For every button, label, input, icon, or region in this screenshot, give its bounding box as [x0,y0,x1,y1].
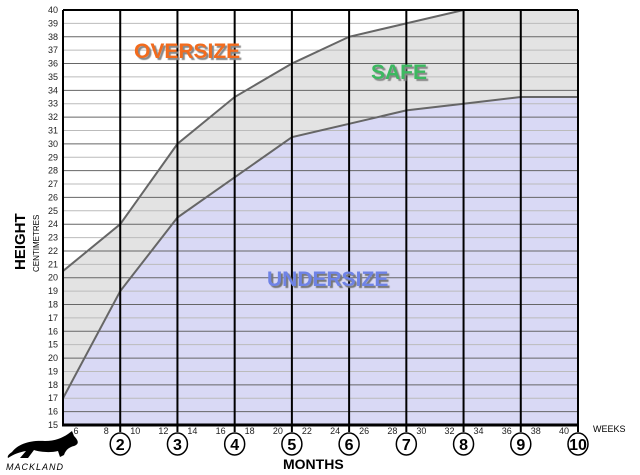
month-tick-label: 6 [345,437,354,454]
month-circle [166,432,189,456]
week-tick-label: 24 [330,426,340,436]
week-tick-label: 40 [559,426,569,436]
week-tick-label: 10 [130,426,140,436]
month-circle [109,432,131,456]
y-tick-label: 35 [48,72,58,82]
y-tick-label: 18 [48,300,58,310]
y-tick-label: 15 [48,340,58,350]
zone-label-undersize: UNDERSIZE [267,268,388,291]
y-tick-label: 24 [48,219,58,229]
week-tick-label: 20 [273,426,283,436]
y-tick-label: 26 [48,192,58,202]
month-circle [338,432,360,456]
y-tick-label: 33 [48,99,58,109]
y-tick-label: 21 [48,259,58,269]
y-tick-label: 40 [48,5,58,15]
week-tick-label: 26 [359,426,369,436]
y-tick-label: 19 [48,366,58,376]
y-tick-label: 16 [48,407,58,417]
month-tick-label: 3 [173,437,182,454]
y-axis-title: HEIGHT [12,213,29,270]
month-tick-label: 7 [402,437,411,454]
month-circle [510,432,532,456]
week-tick-label: 34 [474,426,484,436]
week-tick-label: 12 [158,426,168,436]
y-tick-label: 28 [48,166,58,176]
month-circle [223,432,246,456]
week-tick-label: 16 [216,426,226,436]
y-tick-label: 22 [48,246,58,256]
month-tick-label: 2 [116,437,125,454]
y-tick-label: 37 [48,45,58,55]
y-tick-label: 18 [48,380,58,390]
month-circle [452,432,475,456]
y-tick-label: 32 [48,112,58,122]
y-axis-unit: CENTIMETRES [32,215,41,272]
dog-silhouette-icon [7,431,78,458]
month-tick-label: 4 [230,437,239,454]
y-tick-label: 36 [48,59,58,69]
y-tick-label: 29 [48,152,58,162]
week-tick-label: 32 [445,426,455,436]
week-tick-label: 6 [73,426,78,436]
undersize-zone-fill [63,97,578,426]
week-tick-label: 36 [502,426,512,436]
y-tick-label: 27 [48,179,58,189]
y-tick-label: 31 [48,125,58,135]
y-tick-label: 19 [48,286,58,296]
y-tick-label: 34 [48,85,58,95]
month-tick-label: 10 [569,437,587,454]
week-tick-label: 38 [531,426,541,436]
week-tick-label: 28 [387,426,397,436]
month-circle [395,432,418,456]
y-tick-label: 25 [48,206,58,216]
logo-text: MACKLAND [6,462,64,472]
mackland-logo: MACKLAND [6,431,78,472]
zone-label-safe: SAFE [371,61,427,84]
week-tick-label: 14 [187,426,197,436]
month-tick-label: 8 [459,437,468,454]
y-tick-label: 38 [48,32,58,42]
y-tick-label: 23 [48,233,58,243]
week-tick-label: 18 [245,426,255,436]
week-tick-label: 8 [104,426,109,436]
month-circle [281,432,303,456]
month-tick-label: 9 [516,437,525,454]
y-tick-label: 15 [48,420,58,430]
y-tick-label: 20 [48,353,58,363]
x-axis-title: MONTHS [283,456,344,472]
week-tick-label: 22 [302,426,312,436]
y-tick-label: 16 [48,326,58,336]
y-tick-label: 17 [48,313,58,323]
y-tick-label: 39 [48,18,58,28]
week-tick-label: 30 [416,426,426,436]
zone-label-oversize: OVERSIZE [134,40,240,63]
y-tick-label: 20 [48,273,58,283]
weeks-label: WEEKS [593,424,626,434]
undersize-boundary-line [62,96,578,399]
month-tick-label: 5 [287,437,296,454]
month-circle [567,432,589,456]
y-tick-label: 17 [48,393,58,403]
y-tick-label: 30 [48,139,58,149]
